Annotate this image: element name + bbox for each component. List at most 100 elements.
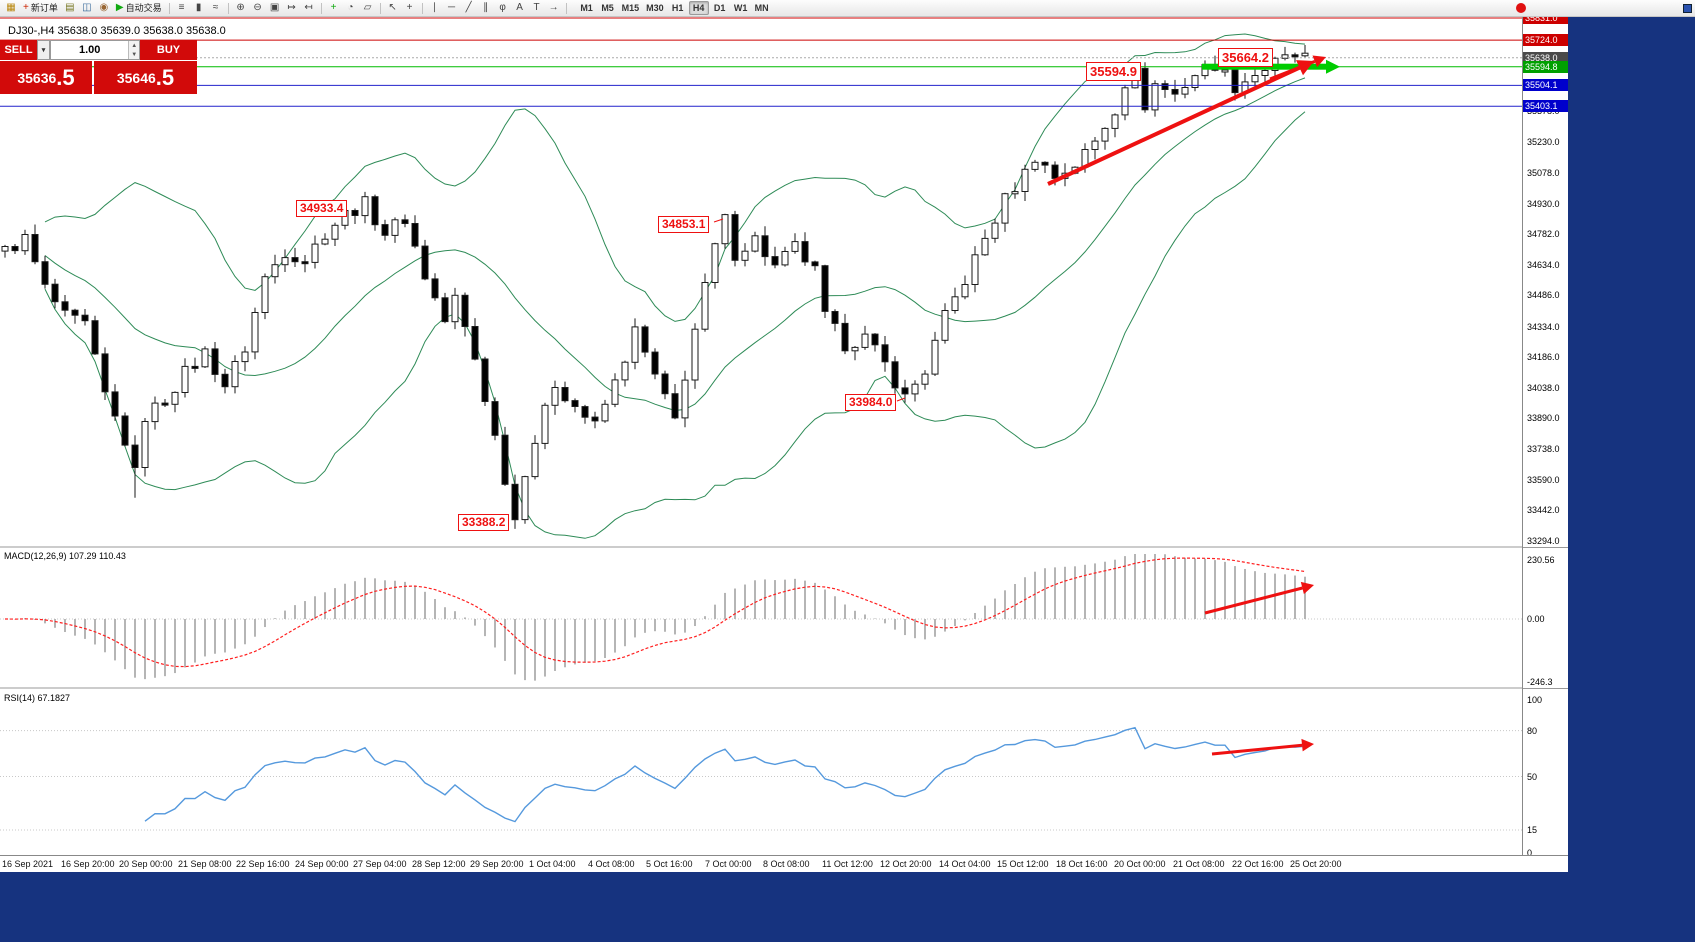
- notification-badge-icon[interactable]: [1516, 3, 1526, 13]
- price-axis-tick: 34186.0: [1527, 352, 1560, 362]
- indicators-button[interactable]: ◉: [96, 1, 112, 16]
- autotrading-button-label: 自动交易: [125, 2, 162, 13]
- cursor-button[interactable]: ↖: [385, 1, 401, 16]
- timeframe-w1-button[interactable]: W1: [733, 3, 748, 13]
- timeframe-m5-button[interactable]: M5: [601, 3, 614, 13]
- templates-icon: ▱: [363, 2, 372, 13]
- periods-button[interactable]: ◔: [343, 1, 359, 16]
- chart-area[interactable]: DJ30-,H4 35638.0 35639.0 35638.0 35638.0…: [0, 17, 1522, 855]
- bar-chart-button[interactable]: ≡: [174, 1, 190, 16]
- add-indicator-button[interactable]: +: [326, 1, 342, 16]
- volume-up-button[interactable]: ▲: [129, 41, 139, 50]
- volume-input[interactable]: [51, 41, 129, 59]
- zoom-out-button[interactable]: ⊖: [250, 1, 266, 16]
- axis-separator: [1523, 688, 1568, 689]
- chart-profiles-button[interactable]: ▤: [62, 1, 78, 16]
- chart-shift-icon: ↤: [304, 2, 313, 13]
- crosshair-icon: +: [406, 2, 413, 13]
- time-axis[interactable]: 16 Sep 2021 16 Sep 20:00 20 Sep 00:00 21 Se…: [0, 855, 1568, 872]
- horizontal-line-button[interactable]: ─: [444, 1, 460, 16]
- timeframe-h1-button[interactable]: H1: [671, 3, 684, 13]
- channel-icon: ∥: [483, 2, 489, 13]
- text-button[interactable]: A: [512, 1, 528, 16]
- time-axis-label: 25 Oct 20:00: [1290, 859, 1342, 869]
- time-axis-label: 28 Sep 12:00: [412, 859, 466, 869]
- line-chart-icon: ≈: [212, 2, 219, 13]
- channel-button[interactable]: ∥: [478, 1, 494, 16]
- sell-button[interactable]: SELL: [0, 40, 37, 60]
- time-axis-label: 27 Sep 04:00: [353, 859, 407, 869]
- one-click-trading-panel: SELL ▾ ▲ ▼ BUY 35636.5 35646.5: [0, 40, 197, 94]
- line-chart-button[interactable]: ≈: [208, 1, 224, 16]
- time-axis-label: 8 Oct 08:00: [763, 859, 810, 869]
- time-axis-label: 15 Oct 12:00: [997, 859, 1049, 869]
- chart-ohlc-title: DJ30-,H4 35638.0 35639.0 35638.0 35638.0: [8, 25, 226, 37]
- timeframe-m1-button[interactable]: M1: [580, 3, 593, 13]
- new-order-button[interactable]: + 新订单: [20, 1, 61, 16]
- price-axis-tick: 34782.0: [1527, 229, 1560, 239]
- autotrading-button[interactable]: ▶ 自动交易: [113, 1, 165, 16]
- auto-scroll-button[interactable]: ↦: [284, 1, 300, 16]
- zoom-in-icon: ⊕: [236, 2, 245, 13]
- price-annotation-label: 35594.9: [1086, 62, 1141, 81]
- time-axis-label: 7 Oct 00:00: [705, 859, 752, 869]
- macd-axis-tick: 230.56: [1527, 555, 1555, 565]
- price-axis-tick: 34486.0: [1527, 290, 1560, 300]
- fibonacci-button[interactable]: φ: [495, 1, 511, 16]
- price-level-box: 35403.1: [1523, 100, 1568, 112]
- price-axis-tick: 33890.0: [1527, 413, 1560, 423]
- time-axis-label: 22 Oct 16:00: [1232, 859, 1284, 869]
- price-level-box: 35504.1: [1523, 79, 1568, 91]
- crosshair-button[interactable]: +: [402, 1, 418, 16]
- text-label-button[interactable]: T: [529, 1, 545, 16]
- market-watch-icon: ◫: [82, 2, 92, 13]
- arrows-tool-button[interactable]: →: [546, 1, 562, 16]
- price-axis[interactable]: 35378.035230.035078.034930.034782.034634…: [1522, 17, 1568, 855]
- tile-windows-icon: ▣: [269, 2, 280, 13]
- templates-button[interactable]: ▱: [360, 1, 376, 16]
- tile-windows-button[interactable]: ▣: [267, 1, 283, 16]
- timeframe-m30-button[interactable]: M30: [646, 3, 664, 13]
- arrows-tool-icon: →: [548, 2, 559, 13]
- window-icon: [1683, 4, 1692, 13]
- candlestick-chart-button[interactable]: ▮: [191, 1, 207, 16]
- sell-price[interactable]: 35636.5: [0, 61, 92, 94]
- toolbar-separator: [565, 2, 567, 14]
- buy-button[interactable]: BUY: [140, 40, 197, 60]
- time-axis-label: 4 Oct 08:00: [588, 859, 635, 869]
- new-order-button-label: 新订单: [30, 2, 58, 13]
- auto-scroll-icon: ↦: [287, 2, 296, 13]
- zoom-in-button[interactable]: ⊕: [233, 1, 249, 16]
- timeframe-d1-button[interactable]: D1: [713, 3, 726, 13]
- new-chart-button[interactable]: ▦: [3, 1, 19, 16]
- periods-icon: ◔: [347, 2, 354, 13]
- market-watch-button[interactable]: ◫: [79, 1, 95, 16]
- price-annotation-label: 33984.0: [845, 394, 897, 411]
- timeframe-mn-button[interactable]: MN: [754, 3, 769, 13]
- volume-dropdown-button[interactable]: ▾: [37, 40, 50, 60]
- buy-price[interactable]: 35646.5: [94, 61, 197, 94]
- rsi-axis-tick: 80: [1527, 726, 1538, 736]
- toolbar-separator: [227, 2, 229, 14]
- price-axis-tick: 34334.0: [1527, 322, 1560, 332]
- chart-canvas[interactable]: [0, 17, 1522, 855]
- timeframe-h4-button[interactable]: H4: [688, 1, 709, 15]
- price-annotation-label: 34933.4: [296, 200, 348, 217]
- chart-shift-button[interactable]: ↤: [301, 1, 317, 16]
- time-axis-label: 21 Sep 08:00: [178, 859, 232, 869]
- price-axis-tick: 33294.0: [1527, 536, 1560, 546]
- timeframe-m15-button[interactable]: M15: [621, 3, 640, 13]
- vertical-line-icon: ∣: [432, 2, 438, 13]
- price-level-box: 35724.0: [1523, 34, 1568, 46]
- zoom-out-icon: ⊖: [253, 2, 262, 13]
- time-axis-label: 5 Oct 16:00: [646, 859, 693, 869]
- volume-down-button[interactable]: ▼: [129, 50, 139, 59]
- vertical-line-button[interactable]: ∣: [427, 1, 443, 16]
- chart-profiles-icon: ▤: [65, 2, 75, 13]
- trendline-button[interactable]: ╱: [461, 1, 477, 16]
- time-axis-label: 24 Sep 00:00: [295, 859, 349, 869]
- sell-price-main: 35636: [17, 69, 57, 86]
- toolbar-separator: [320, 2, 322, 14]
- time-axis-label: 11 Oct 12:00: [822, 859, 873, 869]
- cursor-icon: ↖: [388, 2, 397, 13]
